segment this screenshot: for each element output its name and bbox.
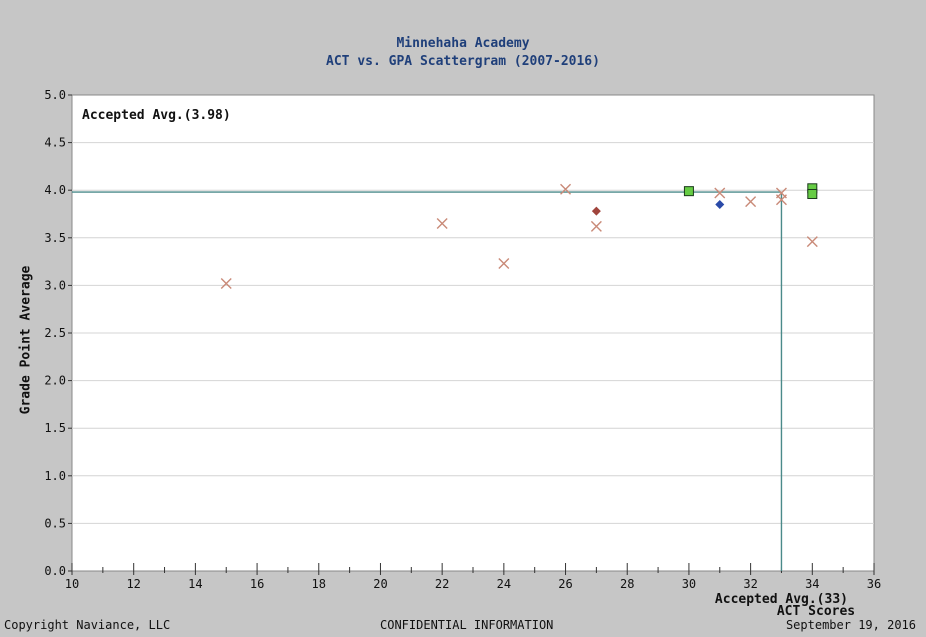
x-tick-label: 28: [620, 577, 634, 591]
y-tick-label: 4.0: [44, 183, 66, 197]
x-tick-label: 10: [65, 577, 79, 591]
x-tick-label: 36: [867, 577, 881, 591]
x-axis-label: ACT Scores: [777, 604, 855, 619]
scatter-point-diamond: [715, 199, 725, 209]
x-tick-label: 24: [497, 577, 511, 591]
y-tick-label: 2.5: [44, 326, 66, 340]
x-tick-label: 14: [188, 577, 202, 591]
y-tick-label: 1.5: [44, 421, 66, 435]
x-tick-label: 32: [743, 577, 757, 591]
x-tick-label: 20: [373, 577, 387, 591]
chart-title: Minnehaha Academy: [396, 36, 530, 51]
footer-date: September 19, 2016: [785, 618, 916, 632]
scatter-point-x: [560, 183, 572, 195]
y-tick-label: 0.0: [44, 564, 66, 578]
scatter-point-square: [807, 189, 818, 200]
y-tick-label: 2.0: [44, 374, 66, 388]
scatter-point-x: [220, 278, 232, 289]
y-tick-label: 3.5: [44, 231, 66, 245]
scatter-point-x: [498, 258, 510, 269]
chart-subtitle: ACT vs. GPA Scattergram (2007-2016): [326, 54, 600, 69]
footer-copyright: Copyright Naviance, LLC: [4, 618, 171, 632]
scatter-point-x: [590, 220, 602, 232]
scatter-point-x: [714, 187, 726, 199]
scatter-point-diamond: [591, 206, 601, 216]
scatter-point-x: [806, 236, 818, 248]
scatter-point-x: [745, 196, 757, 208]
y-tick-label: 5.0: [44, 88, 66, 102]
x-tick-label: 18: [312, 577, 326, 591]
x-tick-label: 30: [682, 577, 696, 591]
y-axis-label: Grade Point Average: [18, 265, 34, 415]
footer-confidential: CONFIDENTIAL INFORMATION: [380, 618, 554, 632]
y-tick-label: 3.0: [44, 278, 66, 292]
y-tick-label: 4.5: [44, 136, 66, 150]
y-tick-label: 0.5: [44, 516, 66, 530]
scatter-point-x: [775, 194, 787, 206]
accepted-avg-gpa-label: Accepted Avg.(3.98): [82, 108, 231, 123]
x-tick-label: 12: [126, 577, 140, 591]
x-tick-label: 16: [250, 577, 264, 591]
x-tick-label: 26: [558, 577, 572, 591]
y-tick-label: 1.0: [44, 469, 66, 483]
accepted-avg-act-label: Accepted Avg.(33): [715, 592, 848, 607]
scatter-point-square: [683, 186, 694, 197]
x-tick-label: 34: [805, 577, 819, 591]
scatter-point-x: [436, 218, 448, 230]
x-tick-label: 22: [435, 577, 449, 591]
